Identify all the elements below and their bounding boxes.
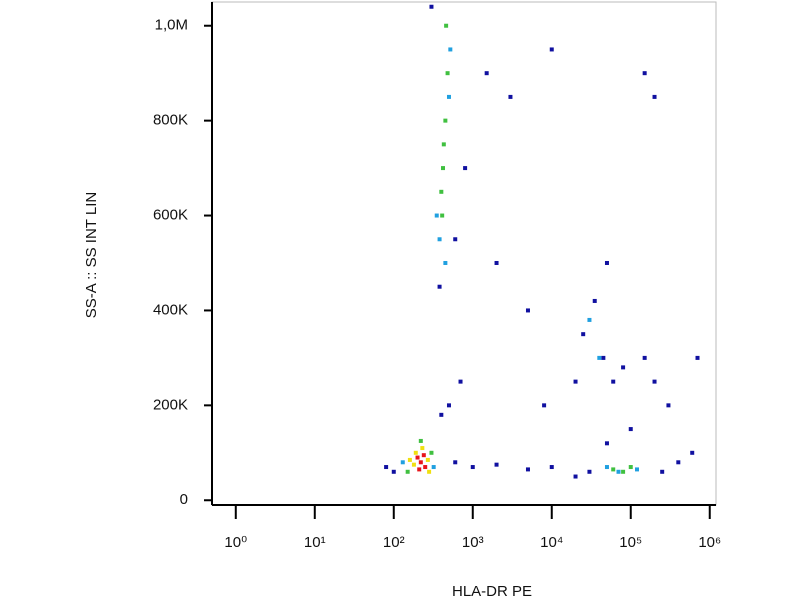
dot <box>525 467 530 472</box>
dot <box>484 71 489 76</box>
y-tick-label: 200K <box>153 396 188 413</box>
y-axis-label: SS-A :: SS INT LIN <box>83 192 100 318</box>
dot <box>601 355 606 360</box>
dot <box>434 213 439 218</box>
dot <box>418 438 423 443</box>
dot <box>423 465 428 470</box>
dot <box>604 260 609 265</box>
dot <box>573 474 578 479</box>
dot <box>444 23 449 28</box>
dot <box>446 94 451 99</box>
dot <box>463 166 468 171</box>
dot <box>443 118 448 123</box>
x-tick-label: 10⁴ <box>540 534 563 551</box>
dot <box>421 453 426 458</box>
dot <box>616 469 621 474</box>
dot <box>429 450 434 455</box>
dot <box>542 403 547 408</box>
dot <box>660 469 665 474</box>
dot <box>549 47 554 52</box>
y-tick-label: 0 <box>180 491 188 508</box>
y-tick-label: 1,0M <box>155 17 188 34</box>
dot <box>470 465 475 470</box>
dot <box>441 166 446 171</box>
dot <box>425 457 430 462</box>
dot <box>652 94 657 99</box>
dot <box>573 379 578 384</box>
x-tick-label: 10⁶ <box>698 534 721 551</box>
dot <box>494 260 499 265</box>
dot <box>439 412 444 417</box>
dot <box>642 355 647 360</box>
dot <box>431 465 436 470</box>
dot <box>429 4 434 9</box>
dot <box>427 469 432 474</box>
y-tick-label: 400K <box>153 301 188 318</box>
x-tick-label: 10² <box>383 534 405 551</box>
dot <box>494 462 499 467</box>
dot <box>628 427 633 432</box>
dot <box>411 462 416 467</box>
dot <box>642 71 647 76</box>
x-axis-label: HLA-DR PE <box>452 583 532 600</box>
dot <box>420 446 425 451</box>
dot <box>443 260 448 265</box>
dot <box>621 365 626 370</box>
dot <box>445 71 450 76</box>
dot <box>391 469 396 474</box>
dot <box>676 460 681 465</box>
dot <box>587 317 592 322</box>
dot <box>458 379 463 384</box>
dot <box>652 379 657 384</box>
dot <box>453 237 458 242</box>
dot <box>695 355 700 360</box>
x-tick-label: 10⁰ <box>224 534 247 551</box>
dot <box>448 47 453 52</box>
dot <box>453 460 458 465</box>
dot <box>405 469 410 474</box>
dot <box>549 465 554 470</box>
dot <box>446 403 451 408</box>
dot <box>611 379 616 384</box>
plot-frame <box>211 1 717 506</box>
dot <box>407 457 412 462</box>
dot <box>604 465 609 470</box>
x-tick-label: 10⁵ <box>619 534 642 551</box>
dot <box>666 403 671 408</box>
dot <box>384 465 389 470</box>
dot <box>400 460 405 465</box>
dot <box>597 355 602 360</box>
dot <box>439 189 444 194</box>
y-tick-label: 800K <box>153 112 188 129</box>
dot <box>635 467 640 472</box>
dot <box>587 469 592 474</box>
dot <box>611 467 616 472</box>
dot <box>413 450 418 455</box>
dot <box>690 450 695 455</box>
dot <box>437 284 442 289</box>
dot <box>628 465 633 470</box>
dot <box>508 94 513 99</box>
dot <box>440 213 445 218</box>
dot <box>441 142 446 147</box>
dot <box>418 460 423 465</box>
dot <box>415 455 420 460</box>
dot <box>592 298 597 303</box>
x-tick-label: 10³ <box>462 534 484 551</box>
x-tick-label: 10¹ <box>304 534 326 551</box>
dot <box>437 237 442 242</box>
dot <box>604 441 609 446</box>
y-tick-label: 600K <box>153 207 188 224</box>
dot <box>621 469 626 474</box>
dot <box>525 308 530 313</box>
dot <box>417 467 422 472</box>
dot <box>581 332 586 337</box>
